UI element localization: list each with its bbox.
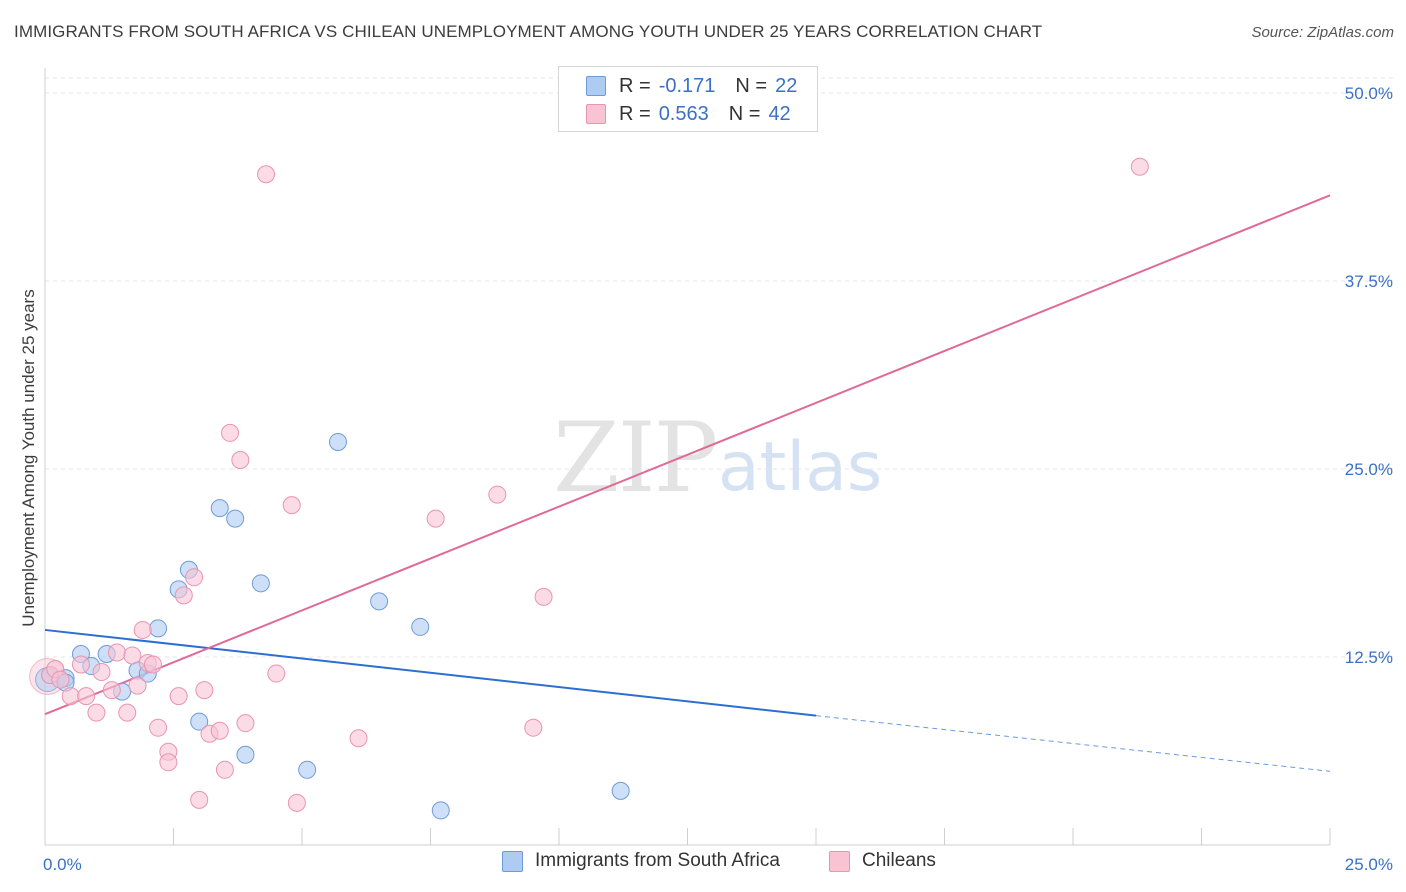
- tick-labels: 12.5% 25.0% 37.5% 50.0% 0.0% 25.0%: [43, 84, 1393, 874]
- legend-swatch-chileans: [586, 104, 606, 124]
- point-chileans-2: [51, 670, 70, 689]
- point-chileans-8: [102, 681, 121, 700]
- trend-line-south-africa: [44, 628, 817, 717]
- y-tick-label-0: 12.5%: [1345, 648, 1393, 667]
- point-chileans-15: [143, 655, 162, 674]
- legend-row-south-africa: R = -0.171 N = 22: [586, 73, 798, 99]
- legend-r-label: R =: [619, 102, 651, 125]
- point-chileans-23: [195, 681, 214, 700]
- legend-r-value-south-africa: -0.171: [658, 74, 716, 97]
- legend-r-value-chileans: 0.563: [658, 102, 709, 125]
- point-chileans-31: [267, 664, 286, 683]
- chart-title: IMMIGRANTS FROM SOUTH AFRICA VS CHILEAN …: [14, 22, 1043, 41]
- point-south-africa-18: [328, 432, 347, 451]
- point-south-africa-19: [370, 592, 389, 611]
- point-south-africa-16: [251, 574, 270, 593]
- point-south-africa-14: [226, 509, 245, 528]
- legend-n-value-south-africa: 22: [775, 74, 798, 97]
- point-chileans-16: [149, 718, 168, 737]
- grid-lines: [45, 77, 1395, 658]
- point-chileans-9: [107, 643, 126, 662]
- y-axis-label: Unemployment Among Youth under 25 years: [19, 289, 38, 627]
- x-tick-label-0: 0.0%: [43, 855, 82, 874]
- point-chileans-28: [231, 450, 250, 469]
- point-chileans-21: [185, 568, 204, 587]
- bottom-legend-south-africa: Immigrants from South Africa: [502, 850, 780, 872]
- trend-lines: [44, 194, 1331, 772]
- point-chileans-33: [287, 793, 306, 812]
- point-south-africa-12: [190, 712, 209, 731]
- data-points: [29, 157, 1149, 820]
- bottom-legend-chileans: Chileans: [829, 850, 936, 872]
- point-chileans-5: [77, 687, 96, 706]
- point-south-africa-20: [411, 617, 430, 636]
- point-chileans-39: [1130, 157, 1149, 176]
- point-chileans-34: [349, 729, 368, 748]
- point-chileans-26: [215, 760, 234, 779]
- bottom-legend-label-south-africa: Immigrants from South Africa: [535, 850, 780, 871]
- point-chileans-18: [159, 753, 178, 772]
- legend-n-value-chileans: 42: [768, 102, 791, 125]
- watermark-zip: ZIP: [553, 402, 718, 514]
- x-tick-label-1: 25.0%: [1345, 855, 1393, 874]
- point-chileans-7: [92, 663, 111, 682]
- point-chileans-10: [118, 703, 137, 722]
- bottom-legend-swatch-chileans: [829, 850, 850, 872]
- bottom-legend-swatch-south-africa: [502, 850, 523, 872]
- point-chileans-13: [133, 620, 152, 639]
- legend-swatch-south-africa: [586, 76, 606, 96]
- trend-line-south-africa-extrapolated: [815, 715, 1331, 772]
- point-chileans-3: [61, 687, 80, 706]
- point-chileans-27: [221, 423, 240, 442]
- legend-row-chileans: R = 0.563 N = 42: [586, 101, 791, 127]
- legend-n-label: N =: [728, 102, 761, 125]
- watermark-atlas: atlas: [718, 428, 883, 507]
- point-chileans-22: [190, 790, 209, 809]
- y-tick-label-1: 25.0%: [1345, 460, 1393, 479]
- point-south-africa-13: [210, 499, 229, 518]
- point-chileans-29: [236, 714, 255, 733]
- point-chileans-25: [210, 721, 229, 740]
- point-chileans-20: [174, 586, 193, 605]
- point-chileans-19: [169, 687, 188, 706]
- trend-line-chileans: [44, 194, 1331, 716]
- point-south-africa-22: [611, 781, 630, 800]
- point-south-africa-21: [431, 801, 450, 820]
- point-chileans-11: [123, 646, 142, 665]
- point-chileans-38: [534, 587, 553, 606]
- y-tick-label-2: 37.5%: [1345, 272, 1393, 291]
- point-chileans-32: [282, 496, 301, 515]
- point-chileans-6: [87, 703, 106, 722]
- point-chileans-36: [488, 485, 507, 504]
- point-chileans-12: [128, 676, 147, 695]
- bottom-legend-label-chileans: Chileans: [862, 850, 936, 871]
- point-south-africa-17: [298, 760, 317, 779]
- point-south-africa-15: [236, 745, 255, 764]
- correlation-legend: R = -0.171 N = 22 R = 0.563 N = 42: [558, 66, 818, 132]
- point-chileans-35: [426, 509, 445, 528]
- point-chileans-30: [257, 165, 276, 184]
- axes: [44, 68, 1331, 846]
- source-label: Source: ZipAtlas.com: [1251, 24, 1394, 41]
- y-tick-label-3: 50.0%: [1345, 84, 1393, 103]
- point-chileans-37: [524, 718, 543, 737]
- legend-r-label: R =: [619, 74, 651, 97]
- point-south-africa-9: [149, 619, 168, 638]
- legend-n-label: N =: [735, 74, 768, 97]
- point-chileans-4: [71, 655, 90, 674]
